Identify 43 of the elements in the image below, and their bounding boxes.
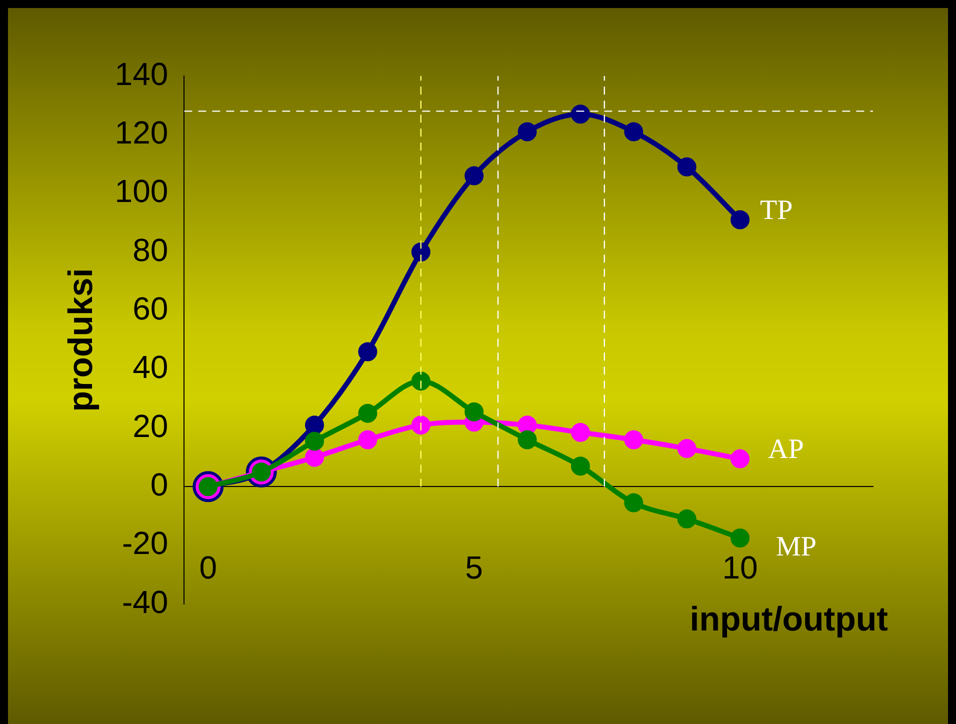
point <box>305 432 324 451</box>
point <box>624 122 644 142</box>
point <box>305 448 324 467</box>
point <box>570 104 590 124</box>
point <box>570 422 590 442</box>
x-tick-label: 5 <box>465 550 483 586</box>
x-tick-label: 10 <box>722 550 758 586</box>
point <box>677 509 696 528</box>
point <box>305 416 324 435</box>
series-label: AP <box>768 434 804 466</box>
point <box>358 404 378 423</box>
point <box>624 493 644 512</box>
point <box>677 157 696 176</box>
x-tick-label: 0 <box>199 550 218 586</box>
y-tick-label: -40 <box>122 584 168 620</box>
point <box>411 372 430 391</box>
y-tick-label: 80 <box>132 232 168 268</box>
point <box>518 122 537 142</box>
y-tick-label: 0 <box>150 466 168 502</box>
point <box>570 456 590 476</box>
y-tick-label: -20 <box>122 525 168 562</box>
y-tick-label: 40 <box>132 349 168 386</box>
point <box>464 166 484 186</box>
y-axis-title: produksi <box>62 268 100 412</box>
series-label: TP <box>760 195 793 226</box>
point <box>358 342 378 362</box>
point <box>411 416 430 435</box>
point <box>730 449 750 468</box>
point <box>730 528 750 548</box>
point <box>624 430 644 450</box>
y-tick-label: 20 <box>132 408 168 444</box>
y-tick-label: 140 <box>114 56 168 92</box>
point <box>518 430 537 450</box>
point <box>677 439 696 458</box>
point <box>411 242 430 262</box>
y-tick-label: 120 <box>114 114 168 150</box>
point <box>464 402 484 422</box>
y-tick-label: 60 <box>132 290 168 326</box>
series-label: MP <box>776 531 816 562</box>
point <box>730 210 750 230</box>
point <box>358 430 378 450</box>
y-tick-label: 100 <box>114 173 168 210</box>
x-axis-title: input/output <box>690 600 888 638</box>
